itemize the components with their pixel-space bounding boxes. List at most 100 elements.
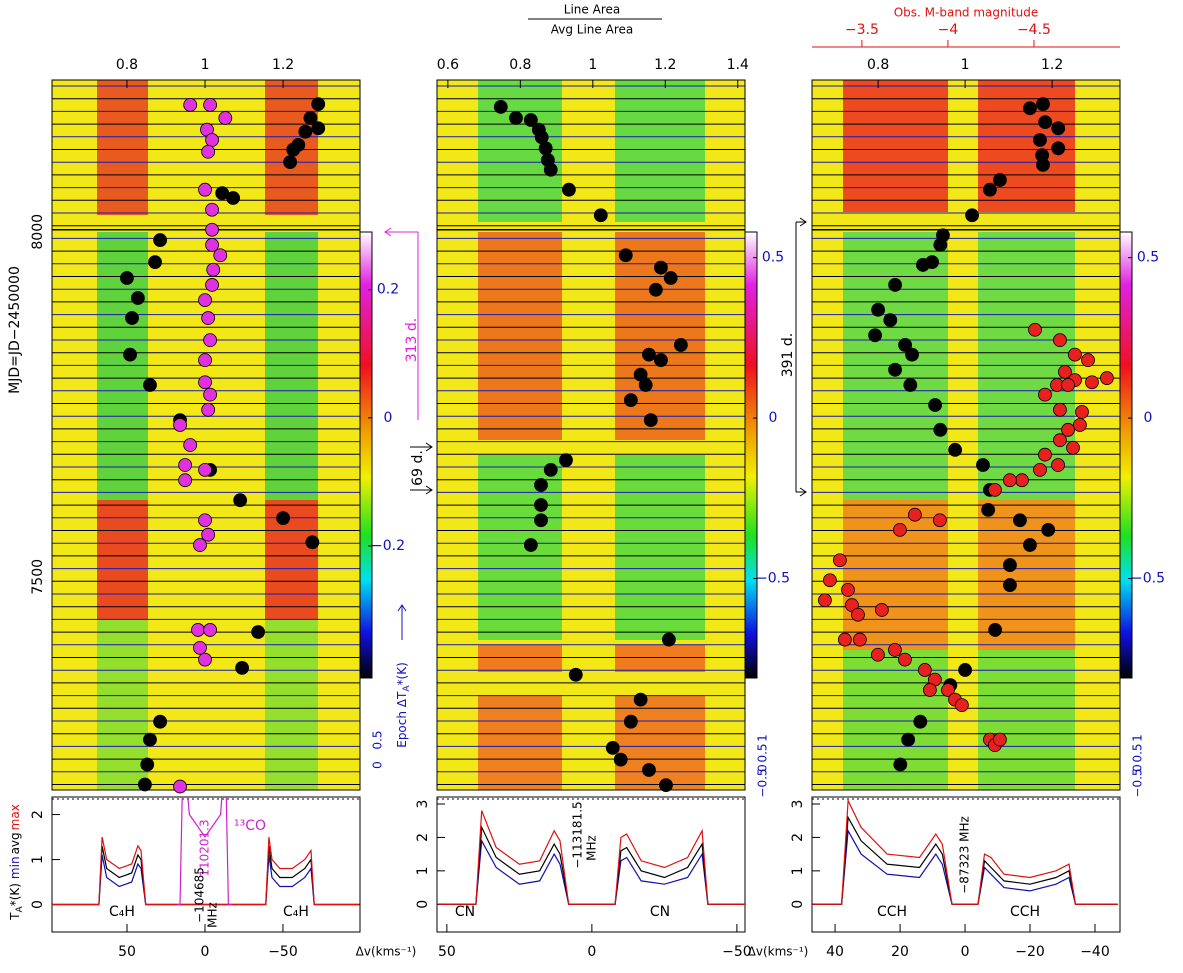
spectrum-line xyxy=(438,810,745,905)
data-point xyxy=(992,732,1007,747)
legend-entry: max xyxy=(8,804,22,830)
colorbar xyxy=(1119,231,1133,679)
spectrum-y-tick-label: 2 xyxy=(30,810,46,819)
colorbar-tick-label: −0.5 xyxy=(756,571,790,587)
epoch-label-rest: *(K) xyxy=(395,662,409,685)
data-point xyxy=(303,111,318,125)
x-tick-label: 1.2 xyxy=(1041,57,1063,73)
heatmap-band xyxy=(615,695,705,790)
x2-tick-label: −4.5 xyxy=(1017,22,1051,38)
data-point xyxy=(534,513,548,528)
data-point xyxy=(1003,558,1017,572)
line-label: CCH xyxy=(1010,904,1040,920)
spectrum-y-tick-label: 3 xyxy=(415,800,431,809)
epoch-tick-label: 1 xyxy=(756,734,770,742)
data-point xyxy=(233,493,248,508)
data-point xyxy=(1013,513,1027,528)
data-point xyxy=(903,378,918,392)
frequency-annotation: −87323 MHz xyxy=(958,816,972,894)
heatmap-band xyxy=(478,455,562,640)
data-point xyxy=(1051,141,1066,156)
epoch-label-main: Epoch ΔT xyxy=(395,691,409,748)
data-point xyxy=(543,162,558,177)
data-point xyxy=(201,527,216,542)
data-point xyxy=(1023,538,1037,552)
heatmap-band xyxy=(478,232,562,440)
data-point xyxy=(822,573,837,588)
data-point xyxy=(654,353,668,368)
colorbar xyxy=(359,231,373,679)
data-point xyxy=(201,311,216,325)
heatmap-band xyxy=(265,232,318,500)
spectrum-line xyxy=(176,797,232,906)
epoch-tick-label: −0.5 xyxy=(1131,768,1145,797)
data-point xyxy=(198,513,212,528)
spectrum-y-tick-label: 1 xyxy=(415,866,431,875)
data-point xyxy=(871,647,885,662)
data-point xyxy=(1068,347,1082,362)
data-point xyxy=(183,97,198,112)
data-point xyxy=(213,248,228,263)
data-point xyxy=(143,732,157,747)
spectrum-line xyxy=(52,836,360,906)
period-label: 313 d. xyxy=(404,318,420,363)
data-point xyxy=(198,293,212,308)
frequency-annotation: MHz xyxy=(206,902,220,928)
data-point xyxy=(851,607,865,622)
heatmap-band xyxy=(97,620,148,790)
data-point xyxy=(1058,364,1072,379)
data-point xyxy=(1051,458,1065,472)
data-point xyxy=(509,111,523,125)
data-point xyxy=(205,202,219,217)
data-point xyxy=(561,182,576,197)
data-point xyxy=(559,453,573,468)
data-point xyxy=(201,144,216,159)
data-point xyxy=(1036,157,1050,172)
data-point xyxy=(198,375,212,390)
data-point xyxy=(888,362,902,377)
x-axis-label: Δv(kms⁻¹) xyxy=(356,945,417,959)
data-point xyxy=(981,502,996,517)
data-point xyxy=(153,233,168,247)
data-point xyxy=(883,313,898,328)
x-tick-label: 1 xyxy=(201,57,210,73)
data-point xyxy=(523,113,538,127)
spectrum-y-tick-label: 0 xyxy=(30,900,46,909)
data-point xyxy=(905,347,919,362)
data-point xyxy=(623,714,638,729)
heatmap-band xyxy=(978,650,1075,790)
epoch-tick-label: 1 xyxy=(1131,734,1145,742)
data-point xyxy=(311,97,326,112)
data-point xyxy=(1033,462,1047,477)
data-point xyxy=(178,458,193,472)
x-axis-label: Δv(kms⁻¹) xyxy=(748,945,809,959)
data-point xyxy=(618,248,633,263)
data-point xyxy=(148,255,162,270)
heatmap-band xyxy=(615,645,705,672)
spectrum-y-label-main: T xyxy=(8,912,22,921)
x-tick-label: 1.2 xyxy=(654,57,676,73)
data-point xyxy=(178,473,193,488)
data-point xyxy=(593,208,608,223)
data-point xyxy=(648,282,663,297)
data-point xyxy=(818,593,832,608)
data-point xyxy=(206,262,221,277)
epoch-tick-label: 0 xyxy=(371,761,385,769)
data-point xyxy=(654,260,668,275)
data-point xyxy=(173,418,187,432)
heatmap-band xyxy=(478,695,562,790)
heatmap-band xyxy=(97,80,148,215)
data-point xyxy=(191,623,205,637)
heatmap-band xyxy=(478,645,562,672)
data-point xyxy=(613,752,628,767)
spectrum-y-tick-label: 3 xyxy=(790,800,806,809)
data-point xyxy=(642,763,656,777)
data-point xyxy=(538,141,553,156)
data-point xyxy=(203,333,217,348)
data-point xyxy=(286,142,301,157)
data-point xyxy=(215,186,230,201)
x2-tick-label: −3.5 xyxy=(845,22,879,38)
data-point xyxy=(643,413,658,428)
data-point xyxy=(1041,522,1056,537)
data-point xyxy=(933,422,948,437)
